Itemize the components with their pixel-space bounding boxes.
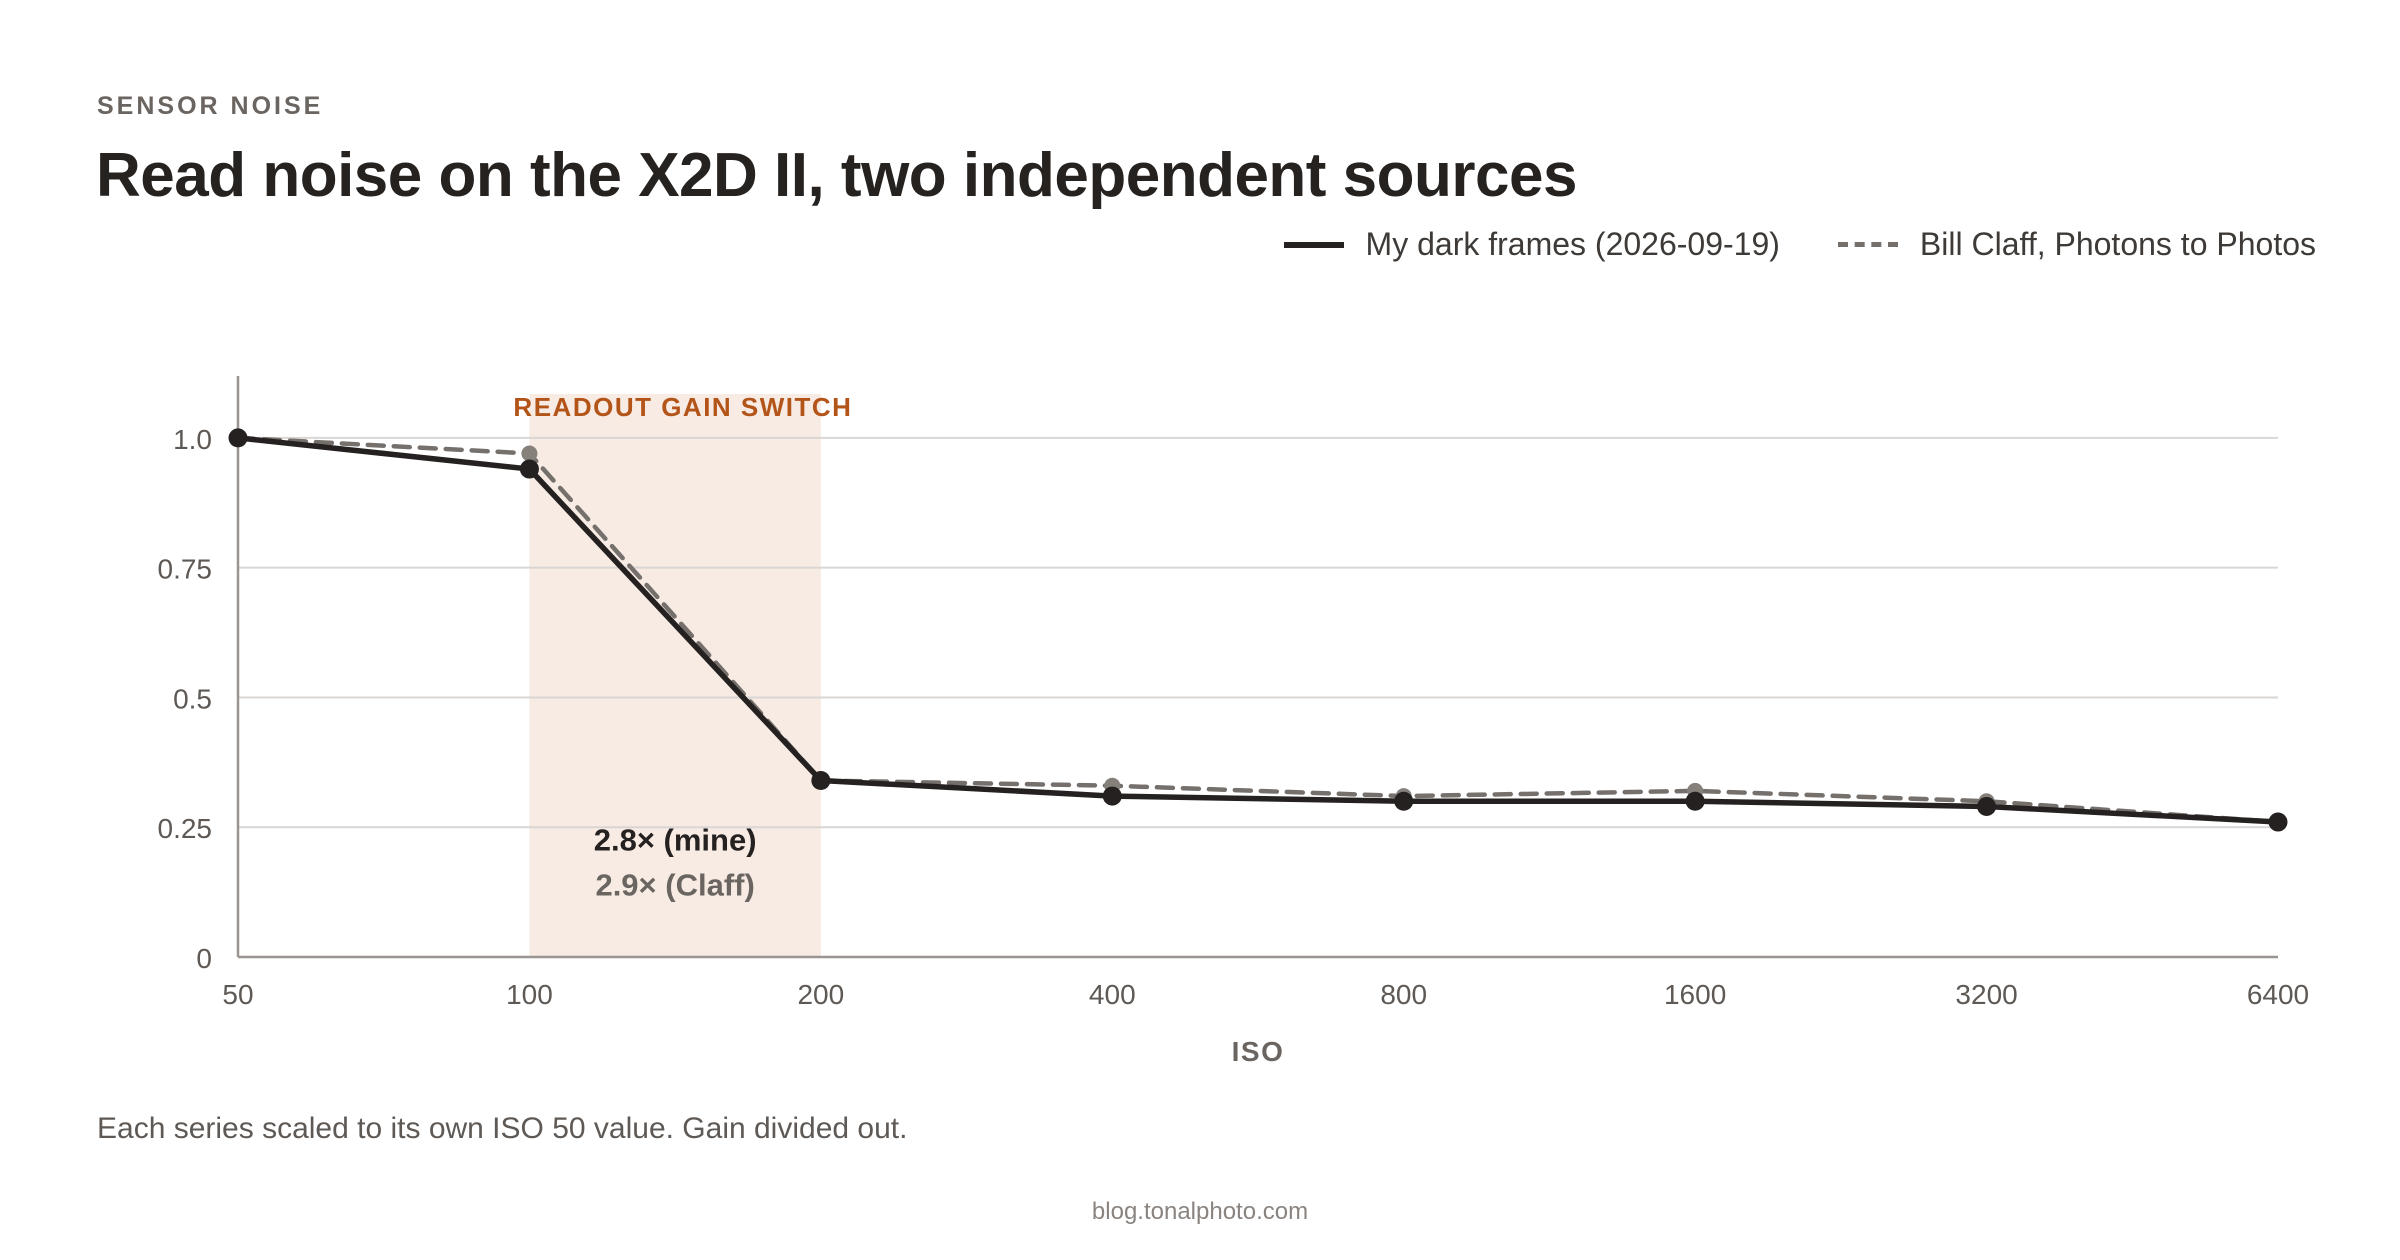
legend: My dark frames (2026-09-19) Bill Claff, … [1283, 226, 2316, 263]
data-point-claff [521, 445, 538, 462]
footer-source: blog.tonalphoto.com [1091, 1198, 1309, 1225]
legend-label-claff: Bill Claff, Photons to Photos [1919, 226, 2316, 262]
x-tick-label: 6400 [2247, 979, 2309, 1010]
chart-kicker: SENSOR NOISE [97, 92, 324, 120]
x-tick-label: 100 [506, 979, 553, 1010]
legend-label-mine: My dark frames (2026-09-19) [1365, 226, 1780, 262]
data-point-mine [1102, 786, 1122, 806]
data-point-mine [1977, 796, 1997, 816]
y-tick-label: 0.25 [158, 813, 213, 844]
legend-item-mine: My dark frames (2026-09-19) [1283, 226, 1780, 263]
chart-title: Read noise on the X2D II, two independen… [96, 141, 1577, 210]
legend-item-claff: Bill Claff, Photons to Photos [1837, 226, 2316, 263]
x-tick-label: 1600 [1664, 979, 1726, 1010]
highlight-band [529, 394, 821, 957]
data-point-mine [2268, 812, 2288, 832]
data-point-mine [519, 459, 539, 479]
annotation-mine: 2.8× (mine) [594, 823, 757, 858]
highlight-band-label: READOUT GAIN SWITCH [513, 392, 852, 422]
y-tick-label: 0.75 [158, 554, 213, 585]
series-line-claff [235, 435, 2281, 825]
x-tick-label: 3200 [1955, 979, 2017, 1010]
chart-note: Each series scaled to its own ISO 50 val… [97, 1112, 908, 1145]
data-point-mine [1394, 791, 1414, 811]
data-point-mine [1685, 791, 1705, 811]
y-tick-label: 0.5 [173, 683, 212, 714]
x-tick-label: 200 [797, 979, 844, 1010]
annotation-claff: 2.9× (Claff) [595, 868, 754, 903]
y-tick-label: 1.0 [173, 424, 212, 455]
data-point-mine [228, 428, 248, 448]
data-point-mine [811, 771, 831, 791]
legend-swatch-dashed [1837, 242, 1898, 247]
x-axis-label: ISO [1232, 1036, 1285, 1067]
y-tick-label: 0 [196, 943, 212, 974]
series-line-mine [235, 435, 2281, 825]
x-tick-label: 800 [1380, 979, 1427, 1010]
x-tick-label: 50 [222, 979, 253, 1010]
legend-swatch-solid [1283, 241, 1344, 248]
x-tick-label: 400 [1089, 979, 1136, 1010]
